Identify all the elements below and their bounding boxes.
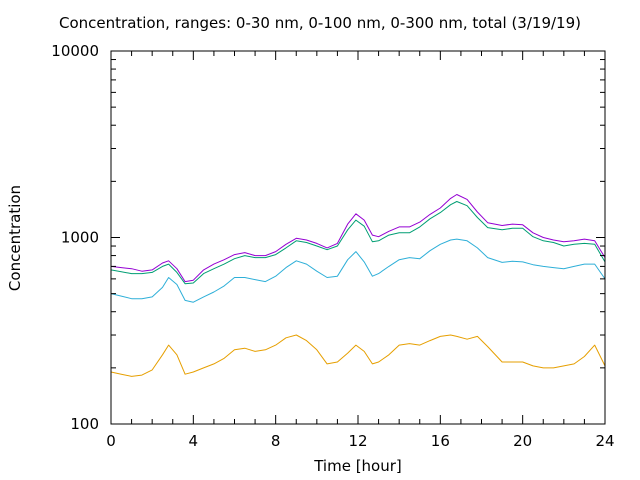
y-tick-label: 10000	[51, 42, 99, 60]
x-tick-label: 4	[189, 432, 199, 450]
series-line-0	[110, 334, 606, 377]
y-tick-label: 100	[70, 415, 99, 433]
x-tick-label: 0	[106, 432, 116, 450]
x-axis-label: Time [hour]	[313, 457, 402, 475]
series-line-2	[110, 201, 606, 285]
ticks-layer: 0 4 8 12 16 20 24 100 1000 10000	[51, 42, 614, 450]
series-line-1	[110, 238, 606, 303]
x-tick-label: 12	[348, 432, 367, 450]
y-axis-label: Concentration	[6, 185, 24, 291]
x-tick-label: 16	[431, 432, 450, 450]
series-layer	[110, 194, 606, 377]
y-tick-label: 1000	[61, 229, 99, 247]
x-tick-label: 20	[513, 432, 532, 450]
series-line-3	[110, 194, 606, 283]
plot-frame	[110, 50, 606, 425]
x-tick-label: 8	[271, 432, 281, 450]
chart-title: Concentration, ranges: 0-30 nm, 0-100 nm…	[59, 14, 581, 32]
x-tick-label: 24	[595, 432, 614, 450]
